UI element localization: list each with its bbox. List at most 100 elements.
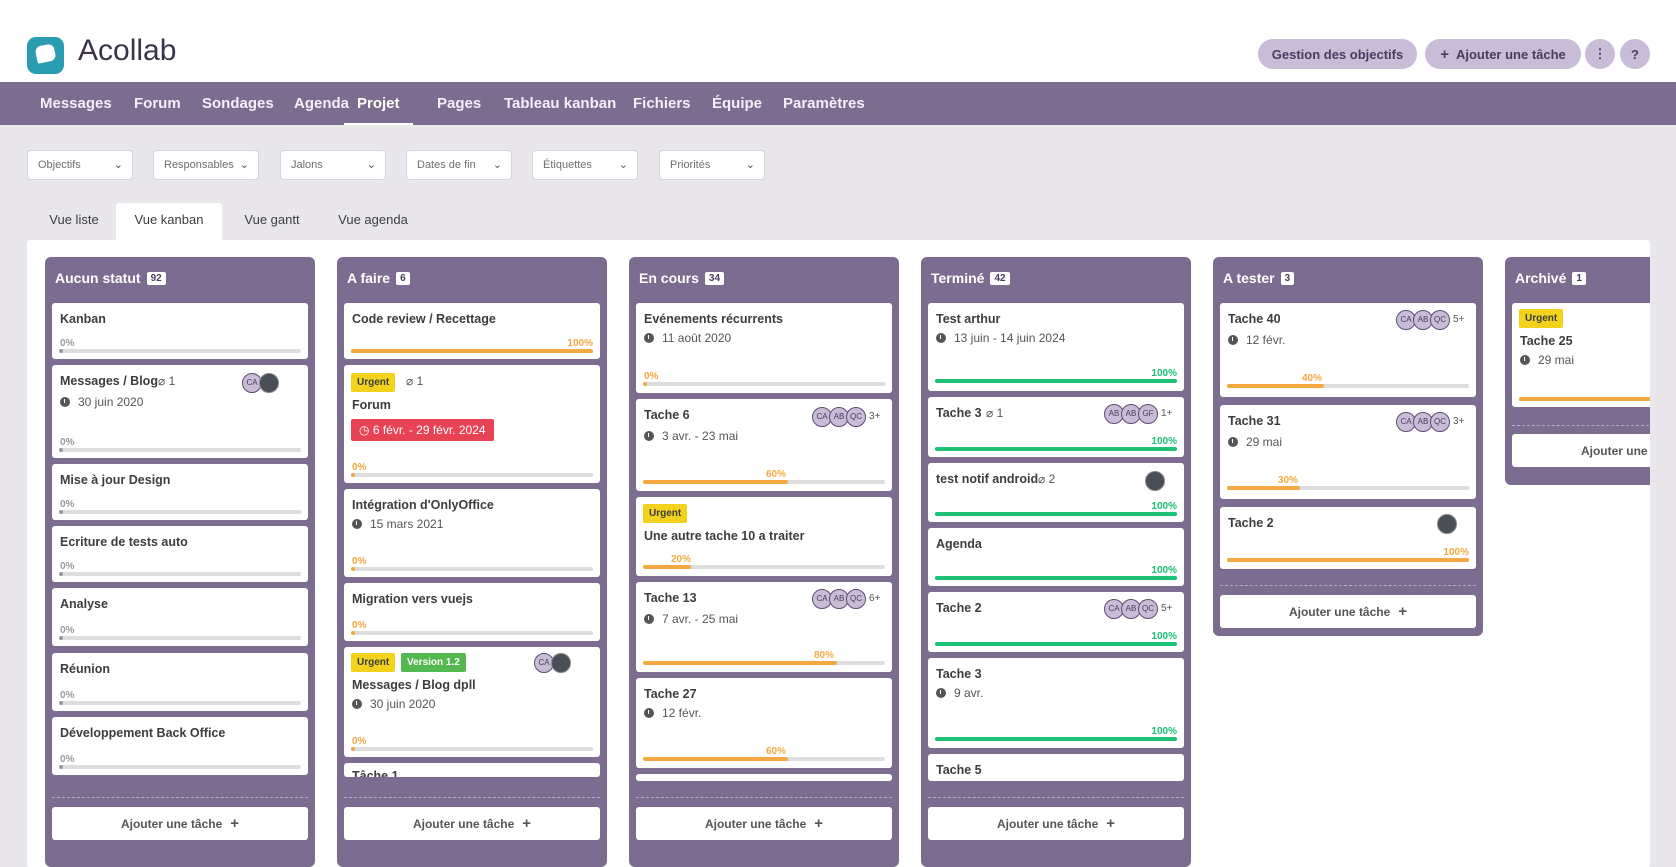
task-date: 13 juin - 14 juin 2024 — [936, 331, 1065, 345]
avatar[interactable]: GF — [1138, 404, 1158, 424]
filter-responsables[interactable]: Responsables ⌄ — [153, 150, 259, 180]
task-card[interactable]: Analyse 0% — [52, 588, 308, 646]
task-card[interactable]: Tache 3 9 avr. 100% — [928, 658, 1184, 748]
avatar-photo[interactable] — [1437, 514, 1457, 534]
avatar[interactable]: AB — [1104, 404, 1124, 424]
task-card[interactable]: Agenda 100% — [928, 528, 1184, 586]
more-options-icon[interactable]: ⋮ — [1585, 39, 1615, 69]
nav-parametres[interactable]: Paramètres — [783, 95, 865, 112]
task-card[interactable]: Migration vers vuejs 0% — [344, 583, 600, 641]
progress-bar — [935, 379, 1177, 383]
column-title: Terminé — [931, 270, 985, 286]
avatar[interactable]: QC — [1430, 412, 1450, 432]
version-badge: Version 1.2 — [401, 653, 466, 672]
nav-agenda[interactable]: Agenda — [294, 95, 350, 112]
filter-jalons[interactable]: Jalons ⌄ — [280, 150, 386, 180]
task-card[interactable]: Tache 5 — [928, 754, 1184, 781]
more-assignees-count[interactable]: 3+ — [869, 411, 881, 422]
task-card[interactable]: Tache 13 CA AB QC 6+ 7 avr. - 25 mai 80% — [636, 582, 892, 672]
filter-dates-de-fin[interactable]: Dates de fin ⌄ — [406, 150, 512, 180]
app-title: Acollab — [78, 34, 177, 67]
column-title: A tester — [1223, 270, 1275, 286]
nav-projet[interactable]: Projet — [344, 82, 413, 125]
task-card[interactable]: Urgent Version 1.2 CA Messages / Blog dp… — [344, 647, 600, 757]
task-card[interactable]: Kanban 0% — [52, 303, 308, 359]
nav-tableau-kanban[interactable]: Tableau kanban — [504, 95, 617, 112]
more-assignees-count[interactable]: 5+ — [1161, 603, 1173, 614]
task-card[interactable]: Tache 40 CA AB QC 5+ 12 févr. 40% — [1220, 303, 1476, 397]
task-card[interactable]: Tache 2 100% — [1220, 507, 1476, 569]
task-card[interactable]: Code review / Recettage 100% — [344, 303, 600, 359]
tab-vue-agenda[interactable]: Vue agenda — [338, 212, 408, 227]
top-header: Acollab Gestion des objectifs + Ajouter … — [0, 0, 1676, 82]
clock-icon — [1228, 437, 1238, 447]
task-card[interactable]: Urgent Tache 25 29 mai — [1512, 303, 1650, 407]
task-card[interactable]: Tache 2 CA AB QC 5+ 100% — [928, 592, 1184, 652]
acollab-logo-icon[interactable] — [27, 37, 64, 74]
add-task-button[interactable]: Ajouter une tâche+ — [636, 807, 892, 840]
avatar[interactable]: QC — [846, 407, 866, 427]
divider — [1220, 585, 1476, 586]
add-task-button[interactable]: Ajouter une tâche+ — [1512, 434, 1650, 467]
more-assignees-count[interactable]: 6+ — [869, 593, 881, 604]
avatar-photo[interactable] — [1145, 471, 1165, 491]
nav-messages[interactable]: Messages — [40, 95, 112, 112]
progress-bar — [1227, 558, 1469, 562]
task-card[interactable]: Tâche 1 — [344, 763, 600, 777]
filter-objectifs[interactable]: Objectifs ⌄ — [27, 150, 133, 180]
add-task-button[interactable]: Ajouter une tâche+ — [928, 807, 1184, 840]
task-card[interactable]: Réunion 0% — [52, 653, 308, 711]
task-card[interactable]: Tache 3 ⌀ 1 AB AB GF 1+ 100% — [928, 397, 1184, 457]
progress-bar — [643, 661, 885, 665]
tab-vue-liste[interactable]: Vue liste — [49, 212, 99, 227]
avatar-photo[interactable] — [551, 653, 571, 673]
task-card[interactable]: Evénements récurrents 11 août 2020 0% — [636, 303, 892, 393]
plus-icon: + — [230, 815, 240, 832]
filter-priorites[interactable]: Priorités ⌄ — [659, 150, 765, 180]
task-card[interactable]: Urgent ⌀ 1 Forum ◷ 6 févr. - 29 févr. 20… — [344, 365, 600, 483]
nav-forum[interactable]: Forum — [134, 95, 181, 112]
nav-equipe[interactable]: Équipe — [712, 95, 763, 112]
task-card[interactable]: Intégration d'OnlyOffice 15 mars 2021 0% — [344, 489, 600, 577]
more-assignees-count[interactable]: 5+ — [1453, 314, 1465, 325]
avatar[interactable]: AB — [829, 407, 849, 427]
avatar[interactable]: QC — [1138, 599, 1158, 619]
task-date-text: 9 avr. — [954, 686, 984, 700]
overdue-date-badge: ◷ 6 févr. - 29 févr. 2024 — [351, 419, 494, 441]
task-card[interactable]: Tache 6 CA AB QC 3+ 3 avr. - 23 mai 60% — [636, 399, 892, 491]
avatar[interactable]: QC — [846, 589, 866, 609]
filter-etiquettes[interactable]: Étiquettes ⌄ — [532, 150, 638, 180]
avatar-photo[interactable] — [259, 373, 279, 393]
task-title: Messages / Blog — [60, 374, 158, 388]
task-title: Tâche 1 — [352, 769, 399, 777]
tab-vue-kanban[interactable]: Vue kanban — [116, 203, 222, 241]
task-card[interactable]: Développement Back Office 0% — [52, 717, 308, 775]
task-card[interactable]: Test arthur 13 juin - 14 juin 2024 100% — [928, 303, 1184, 391]
column-header: A faire 6 — [347, 268, 410, 288]
add-task-label: Ajouter une tâche — [996, 817, 1099, 831]
task-card[interactable]: Tache 31 CA AB QC 3+ 29 mai 30% — [1220, 405, 1476, 499]
task-card[interactable]: Mise à jour Design 0% — [52, 464, 308, 520]
avatar[interactable]: QC — [1430, 310, 1450, 330]
help-icon[interactable]: ? — [1620, 39, 1650, 69]
goals-management-button[interactable]: Gestion des objectifs — [1258, 39, 1417, 69]
more-assignees-count[interactable]: 3+ — [1453, 416, 1465, 427]
more-assignees-count[interactable]: 1+ — [1161, 408, 1173, 419]
nav-sondages[interactable]: Sondages — [202, 95, 274, 112]
add-task-button[interactable]: Ajouter une tâche+ — [52, 807, 308, 840]
task-card-partial[interactable] — [636, 774, 892, 781]
task-card[interactable]: Tache 27 12 févr. 60% — [636, 678, 892, 768]
task-title: Test arthur — [936, 312, 1001, 326]
task-date-text: 15 mars 2021 — [370, 517, 444, 531]
progress-bar — [643, 757, 885, 761]
add-task-button[interactable]: Ajouter une tâche+ — [344, 807, 600, 840]
nav-pages[interactable]: Pages — [437, 95, 482, 112]
task-card[interactable]: test notif android ⌀ 2 100% — [928, 463, 1184, 522]
task-card[interactable]: Messages / Blog ⌀ 1 CA 30 juin 2020 0% — [52, 365, 308, 458]
task-card[interactable]: Ecriture de tests auto 0% — [52, 526, 308, 582]
add-task-header-button[interactable]: + Ajouter une tâche — [1425, 39, 1581, 69]
add-task-button[interactable]: Ajouter une tâche+ — [1220, 595, 1476, 628]
nav-fichiers[interactable]: Fichiers — [633, 95, 691, 112]
task-card[interactable]: Urgent Une autre tache 10 a traiter 20% — [636, 497, 892, 576]
tab-vue-gantt[interactable]: Vue gantt — [244, 212, 300, 227]
